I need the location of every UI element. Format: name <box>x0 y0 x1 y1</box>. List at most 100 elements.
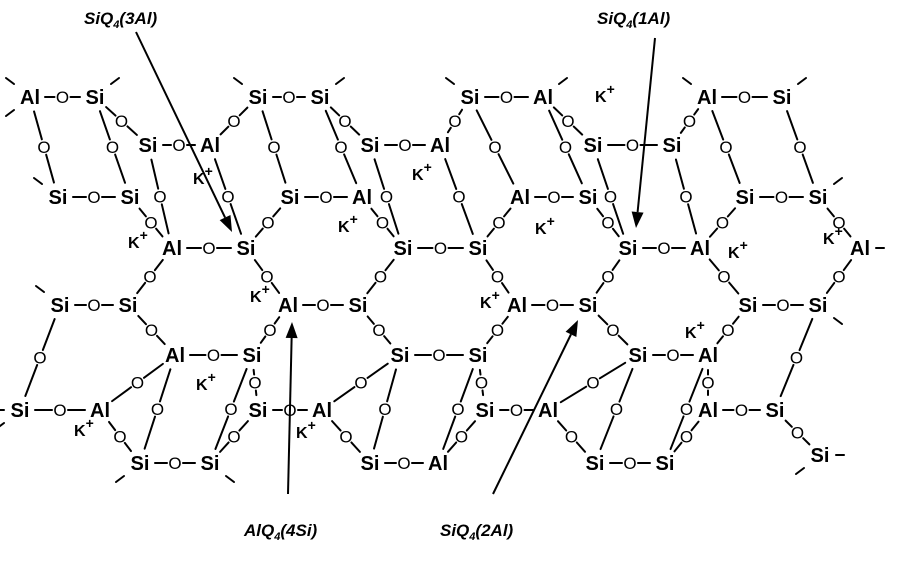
bond-line <box>460 203 474 235</box>
bond-line <box>679 126 686 134</box>
silicon-atom: Si <box>237 238 256 260</box>
silicon-atom: Si <box>739 295 758 317</box>
bond-line <box>350 441 361 453</box>
potassium-ions: K+K+ K+K+K+K+ K+K+K+K+K+K+K+K+ <box>74 81 843 442</box>
bond-line <box>779 363 795 398</box>
bond-line <box>155 227 164 238</box>
bond-line <box>41 318 56 352</box>
bond-line <box>444 158 458 190</box>
bond-line <box>273 316 281 325</box>
aluminum-atom: Al <box>533 87 553 109</box>
oxygen-atom: O <box>510 401 523 420</box>
aluminum-atom: Al <box>698 400 718 422</box>
bond-line <box>214 415 230 451</box>
bond-line <box>111 386 133 403</box>
potassium-ion: K+ <box>128 227 148 252</box>
silicon-atom: Si <box>736 187 755 209</box>
oxygen-atom: O <box>601 214 614 233</box>
bond-line <box>611 227 620 238</box>
oxygen-atom: O <box>623 454 636 473</box>
oxygen-atom: O <box>37 138 50 157</box>
arrow-head <box>285 322 298 339</box>
oxygen-atom: O <box>455 428 468 447</box>
oxygen-atom: O <box>790 349 803 368</box>
bond-line <box>442 415 457 450</box>
oxygen-atom: O <box>434 239 447 258</box>
bond-line <box>33 110 43 141</box>
bond-line <box>727 153 741 184</box>
bond-line <box>370 207 379 218</box>
potassium-ion: K+ <box>480 287 500 312</box>
bond-line <box>366 315 375 325</box>
silicon-atom: Si <box>281 187 300 209</box>
aluminum-atom: Al <box>165 345 185 367</box>
oxygen-atom: O <box>491 321 504 340</box>
oxygen-atom: O <box>319 188 332 207</box>
bond-line <box>475 109 493 141</box>
oxygen-atom: O <box>151 400 164 419</box>
annotation-arrows <box>135 31 656 495</box>
bond-line <box>383 335 392 345</box>
bond-line <box>373 415 384 450</box>
silicon-atom: Si <box>11 400 30 422</box>
potassium-ion: K+ <box>595 81 615 106</box>
bond-line <box>150 158 160 190</box>
oxygen-atom: O <box>33 349 46 368</box>
bond-line <box>465 420 477 432</box>
bond-line <box>384 258 395 272</box>
bond-line <box>559 385 588 404</box>
dangling-bond <box>233 77 243 85</box>
bond-line <box>254 227 264 238</box>
dangling-bond <box>225 475 235 483</box>
oxygen-atom: O <box>680 428 693 447</box>
bond-line <box>329 106 341 117</box>
bond-line <box>552 106 564 117</box>
bond-line <box>617 334 629 346</box>
dangling-bond <box>682 77 692 85</box>
bond-line <box>567 153 583 185</box>
bond-line <box>331 420 342 432</box>
silicon-atom: Si <box>361 453 380 475</box>
bond-line <box>446 441 458 453</box>
bond-line <box>333 386 356 403</box>
oxygen-atom: O <box>87 296 100 315</box>
aluminum-atom: Al <box>90 400 110 422</box>
bond-line <box>688 367 704 403</box>
oxygen-atom: O <box>267 138 280 157</box>
silicon-atom: Si <box>766 400 785 422</box>
bond-line <box>253 259 264 272</box>
silicon-atom: Si <box>811 445 830 467</box>
silicon-atom: Si <box>656 453 675 475</box>
bond-line <box>596 158 609 190</box>
potassium-ion: K+ <box>535 213 555 238</box>
oxygen-atom: O <box>172 136 185 155</box>
bond-line <box>693 108 700 116</box>
silicon-atom: Si <box>131 453 150 475</box>
aluminum-atom: Al <box>352 187 372 209</box>
aluminum-atom: Al <box>698 345 718 367</box>
bond-line <box>728 281 740 295</box>
oxygen-atom: O <box>168 454 181 473</box>
bond-line <box>366 281 377 295</box>
bond-line <box>386 368 397 403</box>
bond-line <box>275 153 287 184</box>
oxygen-atom: O <box>113 428 126 447</box>
oxygen-atom: O <box>680 400 693 419</box>
silicon-atom: Si <box>584 135 603 157</box>
oxygen-atom: O <box>657 239 670 258</box>
silicon-atom: Si <box>579 295 598 317</box>
oxygen-atom: O <box>378 400 391 419</box>
bond-line <box>261 110 273 141</box>
bond-line <box>503 207 512 218</box>
oxygen-atom: O <box>488 138 501 157</box>
oxygen-atom: O <box>153 188 166 207</box>
label-siq4-1al: SiQ4(1Al) <box>597 9 671 31</box>
oxygen-atom: O <box>339 428 352 447</box>
silicon-atom: Si <box>469 238 488 260</box>
silicon-atom: Si <box>139 135 158 157</box>
silicon-atom: Si <box>121 187 140 209</box>
oxygen-atom: O <box>475 374 488 393</box>
bond-line <box>497 153 515 185</box>
bond-line <box>843 227 852 238</box>
aluminum-atom: Al <box>200 135 220 157</box>
